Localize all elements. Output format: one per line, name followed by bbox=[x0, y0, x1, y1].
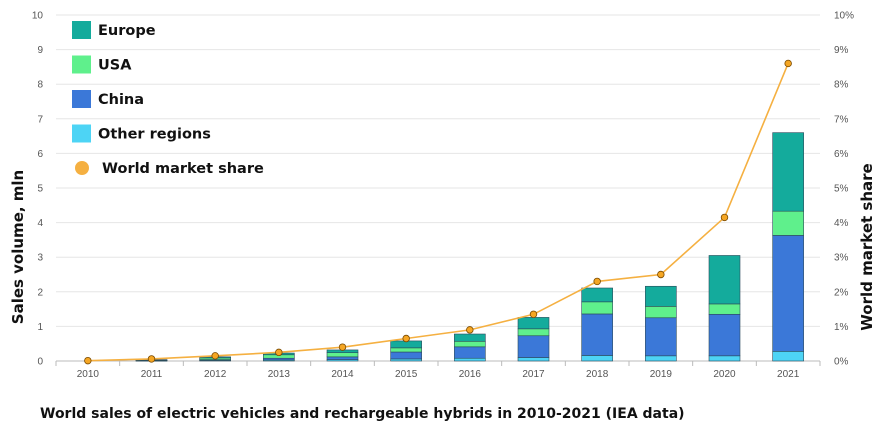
x-tick-label: 2014 bbox=[331, 369, 354, 380]
legend-label-usa: USA bbox=[98, 58, 132, 74]
y-tick-label: 8 bbox=[37, 80, 43, 91]
market-share-point bbox=[529, 310, 538, 318]
y-tick-label: 10 bbox=[32, 11, 44, 22]
bar-china bbox=[581, 313, 613, 356]
legend-swatch-other-regions bbox=[72, 124, 91, 143]
y-tick-label: 6 bbox=[37, 149, 43, 160]
market-share-point bbox=[657, 270, 665, 279]
market-share-point bbox=[84, 356, 92, 365]
bar-other-regions bbox=[645, 355, 677, 362]
y-tick-label: 9 bbox=[37, 45, 43, 56]
y-tick-label: 0 bbox=[37, 357, 43, 368]
legend-label-other-regions: Other regions bbox=[98, 127, 211, 143]
y2-tick-label: 1% bbox=[834, 322, 849, 333]
market-share-line bbox=[84, 59, 792, 365]
market-share-point bbox=[338, 343, 347, 351]
y2-tick-label: 3% bbox=[834, 253, 849, 264]
bar-europe bbox=[581, 287, 613, 303]
bar-usa bbox=[390, 347, 422, 353]
bar-other-regions bbox=[581, 355, 613, 362]
x-tick-label: 2016 bbox=[459, 369, 482, 380]
bar-china bbox=[517, 335, 550, 358]
bar-usa bbox=[645, 306, 677, 319]
legend-label-europe: Europe bbox=[98, 23, 156, 39]
legend-label-world-market-share: World market share bbox=[102, 161, 264, 177]
bar-other-regions bbox=[772, 351, 804, 362]
bar-europe bbox=[454, 333, 486, 342]
legend-swatch-europe bbox=[72, 21, 91, 39]
x-tick-label: 2012 bbox=[204, 369, 227, 380]
bar-other-regions bbox=[517, 357, 550, 362]
bar-usa bbox=[708, 303, 741, 315]
legend-swatch-usa bbox=[72, 55, 91, 74]
bar-china bbox=[708, 313, 741, 357]
market-share-point bbox=[147, 355, 156, 363]
bar-china bbox=[772, 235, 804, 352]
market-share-point bbox=[593, 277, 601, 286]
market-share-point bbox=[784, 59, 792, 68]
market-share-point bbox=[275, 348, 283, 357]
y-tick-label: 2 bbox=[37, 287, 43, 298]
bar-other-regions bbox=[454, 357, 486, 362]
x-tick-label: 2018 bbox=[586, 369, 609, 380]
y2-tick-label: 10% bbox=[834, 11, 854, 22]
bar-usa bbox=[772, 210, 804, 236]
x-tick-label: 2011 bbox=[141, 369, 163, 380]
y2-tick-label: 9% bbox=[834, 45, 849, 56]
x-tick-label: 2015 bbox=[395, 369, 418, 380]
bar-china bbox=[390, 351, 422, 360]
legend-swatch-china bbox=[72, 90, 91, 108]
y2-tick-label: 6% bbox=[834, 149, 849, 160]
market-share-point bbox=[402, 334, 410, 343]
y2-axis-ticks: 0% 1% 2% 3% 4% 5% 6% 7% 8% 9% 10% bbox=[834, 11, 854, 368]
chart-caption: World sales of electric vehicles and rec… bbox=[40, 406, 685, 422]
bar-china bbox=[645, 317, 677, 357]
legend-label-china: China bbox=[98, 92, 144, 108]
y2-tick-label: 5% bbox=[834, 184, 849, 195]
y2-tick-label: 7% bbox=[834, 114, 849, 125]
gridlines bbox=[56, 14, 820, 362]
y2-tick-label: 2% bbox=[834, 287, 849, 298]
bar-europe bbox=[708, 255, 741, 305]
legend-marker-world-market-share bbox=[75, 161, 89, 175]
y-axis-title: Sales volume, mln bbox=[9, 170, 27, 324]
y-tick-label: 4 bbox=[37, 218, 43, 229]
market-share-line-path bbox=[87, 63, 789, 362]
y-tick-label: 1 bbox=[37, 322, 43, 333]
x-tick-label: 2019 bbox=[650, 369, 673, 380]
bar-china bbox=[454, 346, 486, 359]
bar-europe bbox=[517, 317, 550, 330]
bar-usa bbox=[326, 352, 359, 358]
legend: Europe USA China Other regions World market … bbox=[72, 21, 264, 177]
bar-other-regions bbox=[390, 358, 422, 362]
y2-tick-label: 8% bbox=[834, 80, 849, 91]
y2-tick-label: 4% bbox=[834, 218, 849, 229]
y-tick-label: 5 bbox=[37, 184, 43, 195]
x-axis-ticks: 2010 2011 2012 2013 2014 2015 2016 2017 2018 2019… bbox=[55, 361, 821, 380]
x-tick-label: 2013 bbox=[268, 369, 291, 380]
market-share-point bbox=[211, 352, 219, 360]
bar-other-regions bbox=[708, 355, 741, 362]
x-tick-label: 2020 bbox=[713, 369, 736, 380]
y-tick-label: 7 bbox=[37, 114, 43, 125]
y-axis-ticks: 0 1 2 3 4 5 6 7 8 9 10 bbox=[32, 11, 44, 368]
market-share-point bbox=[720, 213, 729, 222]
x-tick-label: 2010 bbox=[77, 369, 100, 380]
bar-europe bbox=[772, 132, 804, 212]
x-tick-label: 2021 bbox=[777, 369, 800, 380]
market-share-point bbox=[466, 326, 474, 334]
bar-usa bbox=[517, 328, 550, 337]
x-tick-label: 2017 bbox=[522, 369, 545, 380]
bar-europe bbox=[645, 285, 677, 307]
bar-usa bbox=[581, 301, 613, 315]
y2-tick-label: 0% bbox=[834, 357, 849, 368]
bars bbox=[135, 132, 804, 362]
bar-usa bbox=[454, 340, 486, 348]
bar-china bbox=[326, 356, 359, 360]
y2-axis-title: World market share bbox=[858, 163, 876, 330]
chart: 0 1 2 3 4 5 6 7 8 9 10 0% 1% 2% 3% 4% 5% 6% 7% 8% 9% 10% 201… bbox=[9, 11, 876, 381]
y-tick-label: 3 bbox=[37, 253, 43, 264]
